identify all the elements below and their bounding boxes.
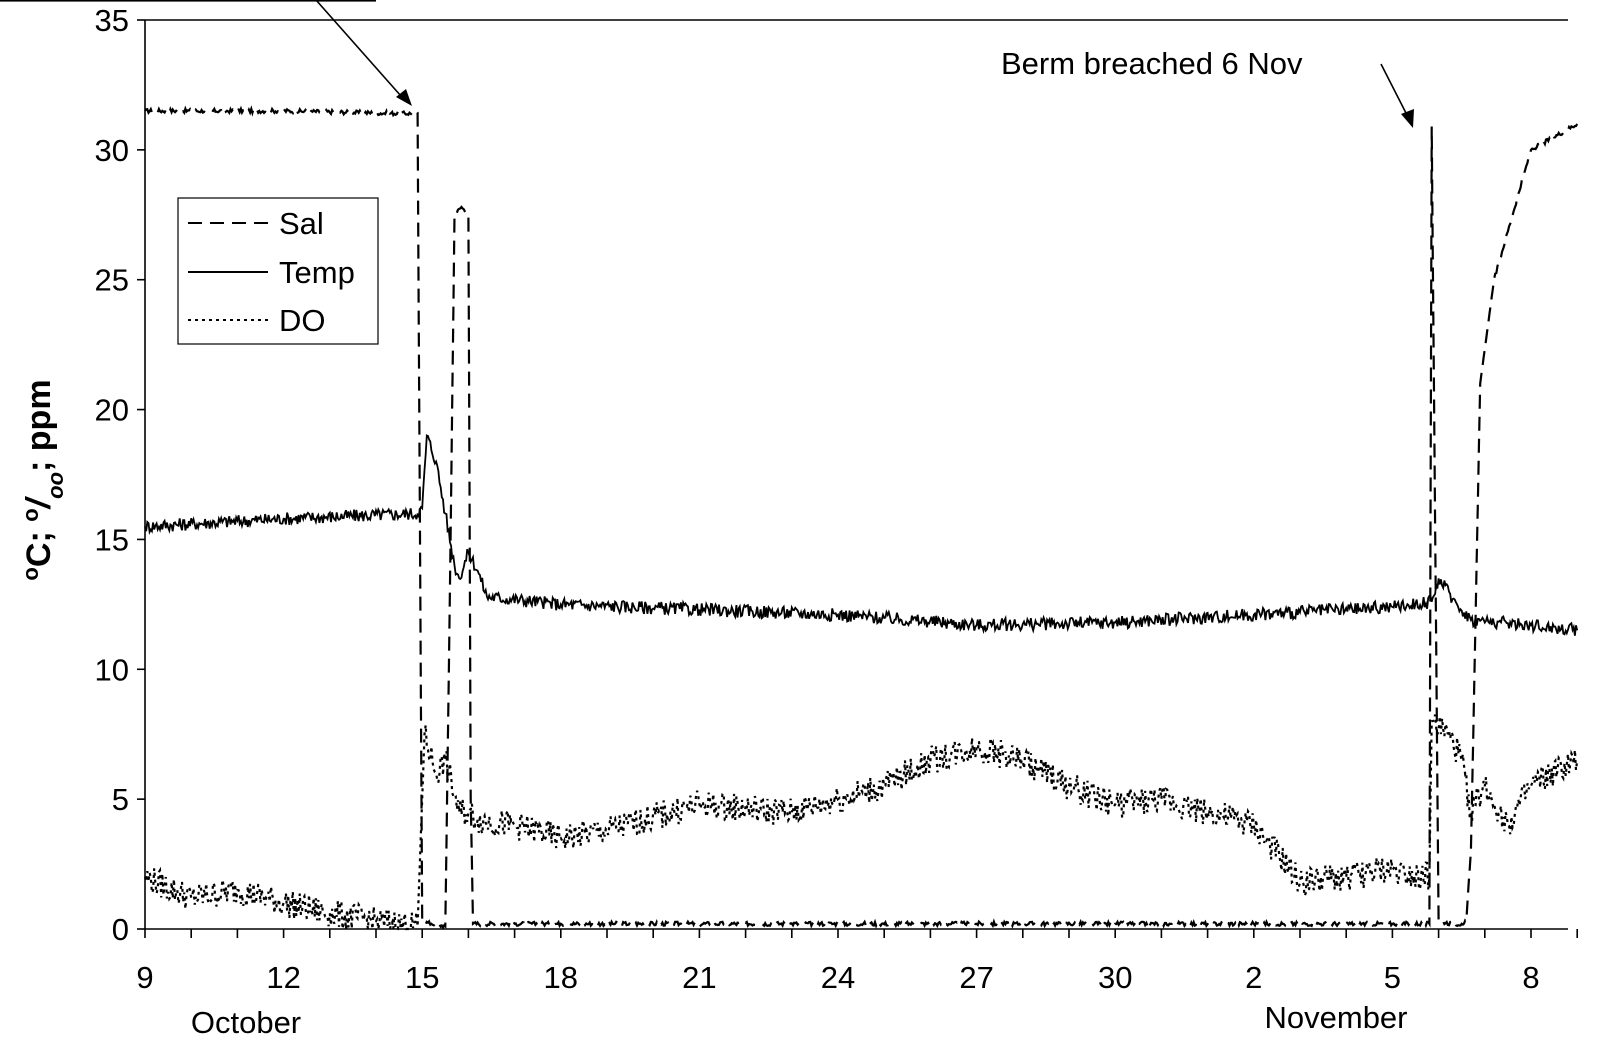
x-tick-label: 21 (682, 960, 716, 995)
series-line-temp (144, 434, 1579, 636)
series-line-sal (144, 105, 1579, 931)
annotation-berm-breached: Berm breached 6 Nov (1001, 46, 1303, 81)
x-tick-label: 24 (821, 960, 855, 995)
legend-label-temp: Temp (279, 255, 355, 290)
x-tick-label: 2 (1245, 960, 1262, 995)
annotation-arrow-berm (1380, 63, 1414, 128)
legend: Sal Temp DO (177, 197, 379, 345)
x-tick-label: 8 (1522, 960, 1539, 995)
y-axis-label: oC; o/oo; ppm (18, 379, 68, 580)
series-layer (143, 105, 1579, 931)
x-tick-label: 5 (1384, 960, 1401, 995)
x-tick-label: 12 (266, 960, 300, 995)
legend-label-do: DO (279, 303, 326, 338)
annotation-box-top (0, 0, 376, 2)
y-tick-label: 15 (95, 522, 129, 557)
legend-label-sal: Sal (279, 206, 324, 241)
x-tick-label: 30 (1098, 960, 1132, 995)
annotation-arrow-top (315, 0, 412, 106)
x-tick-label: 9 (136, 960, 153, 995)
x-tick-label: 18 (544, 960, 578, 995)
series-line-do (143, 714, 1579, 931)
y-tick-label: 5 (112, 782, 129, 817)
y-tick-label: 35 (95, 3, 129, 38)
month-label-november: November (1265, 1000, 1408, 1035)
x-tick-label: 15 (405, 960, 439, 995)
month-label-october: October (191, 1005, 301, 1040)
x-tick-label: 27 (959, 960, 993, 995)
y-tick-label: 30 (95, 133, 129, 168)
y-tick-label: 20 (95, 393, 129, 428)
y-tick-label: 10 (95, 652, 129, 687)
y-tick-label: 25 (95, 263, 129, 298)
y-tick-label: 0 (112, 912, 129, 947)
axes (144, 19, 1568, 930)
